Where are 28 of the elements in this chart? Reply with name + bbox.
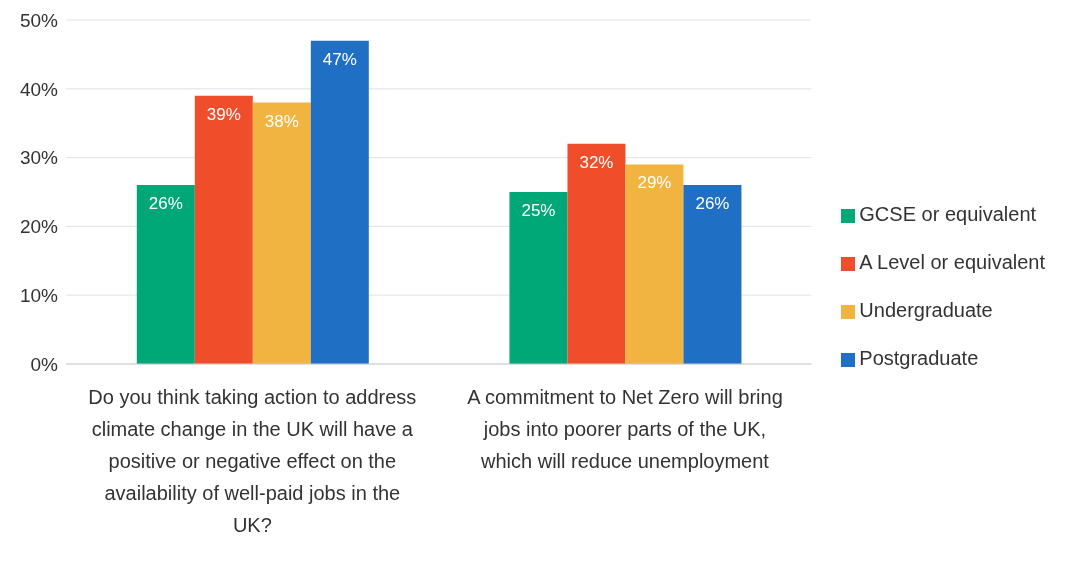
y-tick-label: 20%	[19, 216, 59, 238]
legend-label: Postgraduate	[859, 347, 979, 369]
x-tick-label: A commitment to Net Zero will bring jobs into poorer parts of the UK, which will reduce unemployment	[467, 386, 783, 472]
bar	[567, 143, 626, 364]
data-label: 26%	[148, 194, 183, 214]
bar	[194, 95, 253, 364]
data-label: 25%	[521, 201, 556, 220]
data-label: 32%	[579, 152, 614, 172]
legend-label: Undergraduate	[859, 299, 993, 321]
data-label: 26%	[695, 194, 730, 214]
legend-label: A Level or equivalent	[859, 251, 1045, 273]
y-tick-label: 50%	[19, 9, 59, 31]
y-tick-label: 0%	[30, 353, 59, 375]
y-tick-label: 40%	[19, 78, 59, 100]
data-label: 39%	[206, 104, 241, 124]
data-label: 47%	[322, 49, 357, 69]
bar	[509, 192, 568, 364]
bar	[252, 102, 311, 364]
bar	[625, 164, 684, 364]
data-label: 29%	[637, 173, 672, 193]
bar	[136, 185, 195, 364]
bar	[310, 40, 369, 364]
y-tick-label: 10%	[19, 284, 59, 306]
legend-label: GCSE or equivalent	[859, 203, 1037, 225]
y-tick-label: 30%	[19, 147, 59, 169]
x-tick-label: Do you think taking action to address climate change in the UK will have a positive or negative effect on the availability of well-paid jobs in the UK?	[88, 386, 417, 536]
data-label: 38%	[264, 111, 299, 131]
bar	[683, 185, 742, 364]
